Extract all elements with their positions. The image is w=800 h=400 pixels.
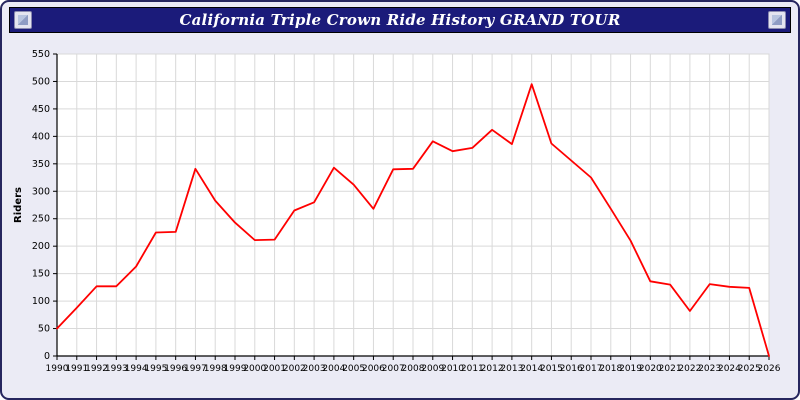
svg-text:2019: 2019 [619,364,642,374]
svg-text:550: 550 [32,49,50,60]
chart-area: 0 50 100 150 200 250 300 350 400 450 500 550 1990 199… [7,38,797,398]
svg-text:2007: 2007 [382,364,405,374]
svg-text:2011: 2011 [461,364,484,374]
svg-text:0: 0 [44,351,50,362]
svg-text:1992: 1992 [85,364,108,374]
svg-text:2016: 2016 [560,364,583,374]
gridlines [57,53,770,356]
svg-text:300: 300 [32,186,50,197]
svg-text:2001: 2001 [263,364,286,374]
svg-text:250: 250 [32,214,50,225]
svg-text:2004: 2004 [322,364,345,374]
svg-text:2006: 2006 [362,364,385,374]
page-title: California Triple Crown Ride History GRA… [179,11,621,29]
svg-text:2026: 2026 [758,364,781,374]
svg-text:2025: 2025 [738,364,761,374]
svg-text:1996: 1996 [164,364,187,374]
svg-text:200: 200 [32,241,50,252]
y-axis-label: Riders [13,187,24,223]
svg-text:1998: 1998 [204,364,227,374]
svg-text:2014: 2014 [520,364,543,374]
svg-text:450: 450 [32,104,50,115]
riders-line-chart-canvas: 0501001502002503003504004505005501990199… [13,49,781,374]
titlebar-right-badge-icon [768,11,786,29]
svg-text:2023: 2023 [698,364,721,374]
svg-text:1999: 1999 [224,364,247,374]
svg-text:1991: 1991 [65,364,88,374]
svg-text:2017: 2017 [580,364,603,374]
titlebar-left-badge-icon [14,11,32,29]
svg-text:2013: 2013 [500,364,523,374]
svg-text:2000: 2000 [243,364,266,374]
riders-series-line [56,83,770,357]
svg-text:1995: 1995 [144,364,167,374]
svg-text:2008: 2008 [402,364,425,374]
svg-text:2009: 2009 [421,364,444,374]
svg-text:2012: 2012 [481,364,504,374]
svg-text:500: 500 [32,76,50,87]
svg-text:1993: 1993 [105,364,128,374]
svg-text:2015: 2015 [540,364,563,374]
svg-text:1990: 1990 [46,364,69,374]
title-bar: California Triple Crown Ride History GRA… [9,7,791,33]
svg-text:2005: 2005 [342,364,365,374]
svg-text:2021: 2021 [659,364,682,374]
svg-text:2018: 2018 [599,364,622,374]
axis-tick-labels: 0501001502002503003504004505005501990199… [32,49,781,374]
svg-text:100: 100 [32,296,50,307]
svg-text:400: 400 [32,131,50,142]
svg-text:1994: 1994 [125,364,148,374]
svg-text:2010: 2010 [441,364,464,374]
svg-text:2020: 2020 [639,364,662,374]
svg-text:2022: 2022 [678,364,701,374]
svg-text:150: 150 [32,269,50,280]
svg-text:50: 50 [38,324,50,335]
svg-text:2002: 2002 [283,364,306,374]
svg-text:350: 350 [32,159,50,170]
svg-text:2003: 2003 [303,364,326,374]
svg-text:2024: 2024 [718,364,741,374]
svg-text:1997: 1997 [184,364,207,374]
axis-ticks [53,53,770,360]
